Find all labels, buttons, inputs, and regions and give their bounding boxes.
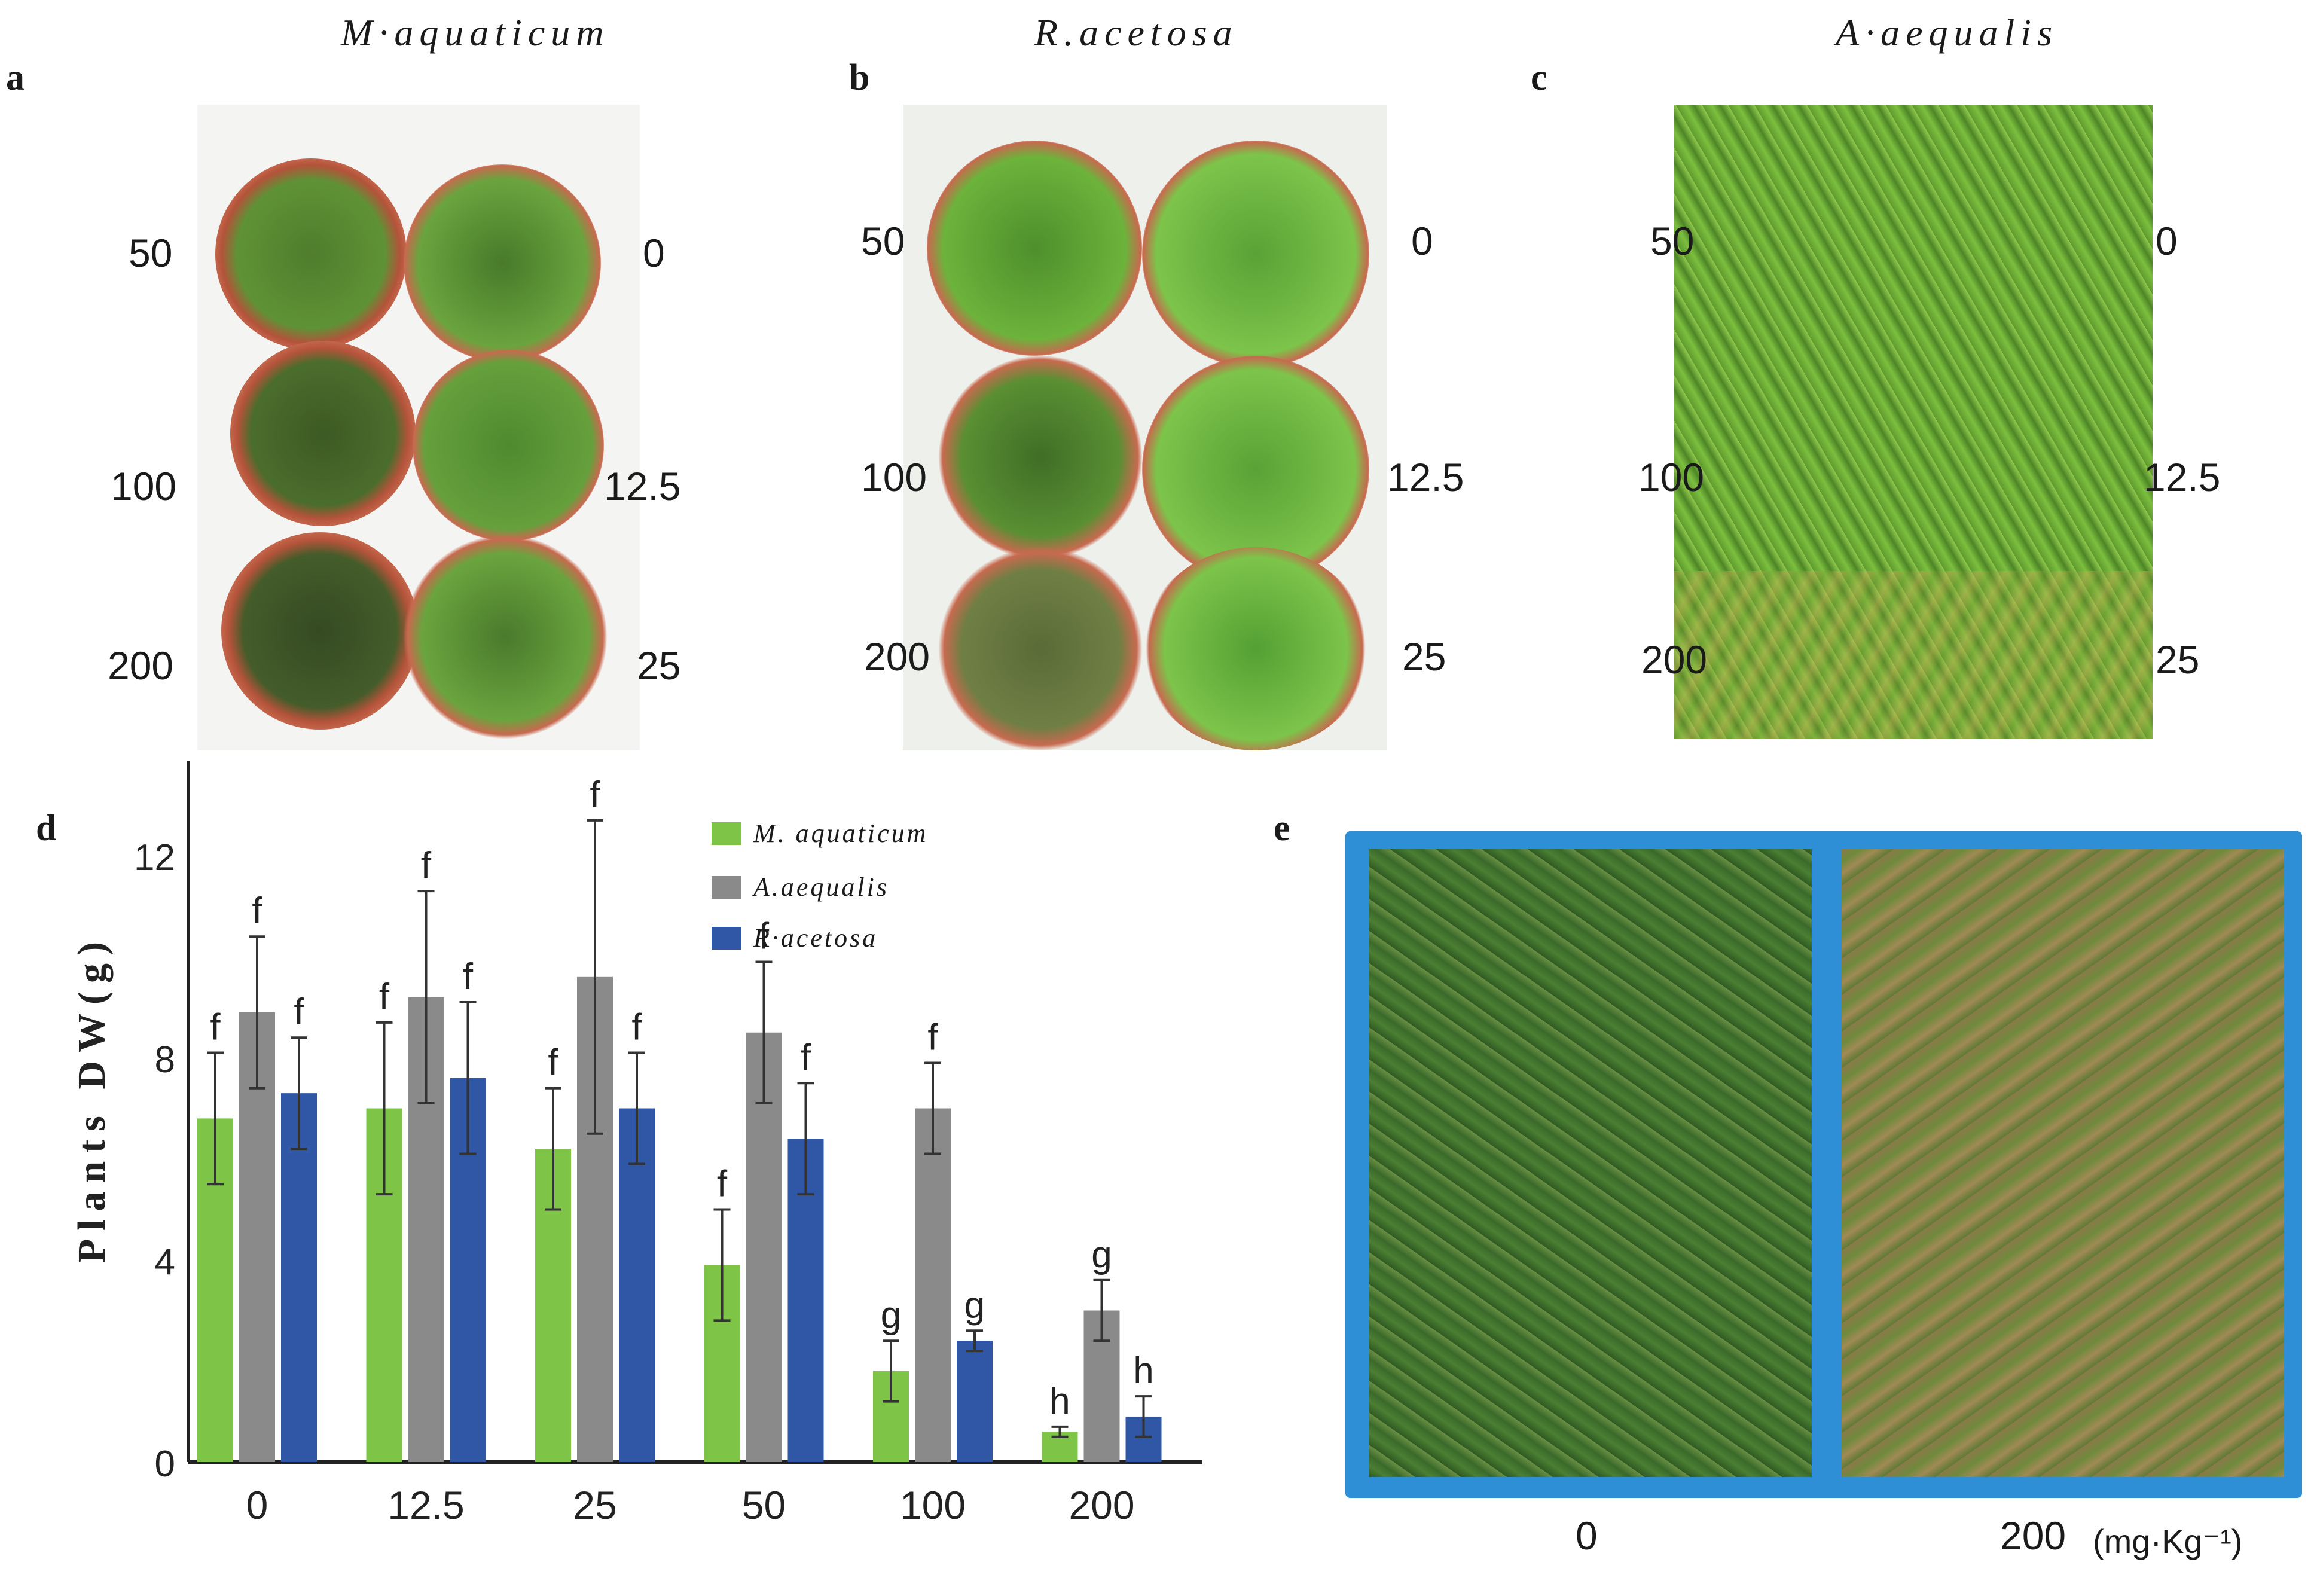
significance-letter: f bbox=[379, 976, 390, 1018]
pot bbox=[1142, 141, 1369, 368]
bar bbox=[915, 1108, 951, 1462]
panel-letter-c: c bbox=[1531, 57, 1547, 98]
conc-label-a-right-3: 25 bbox=[637, 643, 681, 688]
legend-swatch-r-acetosa bbox=[712, 927, 741, 950]
significance-letter: g bbox=[881, 1295, 901, 1336]
significance-letter: f bbox=[463, 956, 474, 997]
significance-letter: h bbox=[1049, 1381, 1070, 1422]
significance-letter: f bbox=[759, 916, 770, 957]
tray-treated-grass bbox=[1842, 849, 2284, 1477]
pot bbox=[1142, 356, 1369, 583]
species-title-b: R.acetosa bbox=[1034, 11, 1238, 54]
conc-label-a-right-1: 0 bbox=[643, 231, 665, 275]
pot bbox=[404, 535, 607, 739]
conc-label-c-right-3: 25 bbox=[2156, 637, 2200, 682]
conc-label-c-right-1: 0 bbox=[2156, 219, 2178, 263]
significance-letter: g bbox=[1091, 1234, 1112, 1275]
legend-swatch-a-aequalis bbox=[712, 876, 741, 899]
significance-letter: h bbox=[1133, 1350, 1153, 1391]
x-tick-label: 12.5 bbox=[387, 1483, 464, 1527]
significance-letter: f bbox=[717, 1164, 728, 1205]
significance-letter: f bbox=[801, 1037, 811, 1078]
significance-letter: f bbox=[927, 1017, 938, 1058]
photo-trays bbox=[1345, 831, 2302, 1498]
photo-m-aquaticum-pots bbox=[197, 105, 640, 750]
pot bbox=[404, 164, 601, 362]
significance-letter: f bbox=[252, 890, 262, 932]
species-title-a: M·aquaticum bbox=[341, 11, 610, 54]
pot bbox=[939, 356, 1142, 559]
conc-label-a-left-1: 50 bbox=[129, 231, 173, 275]
pot bbox=[1142, 547, 1369, 750]
panel-letter-b: b bbox=[849, 57, 870, 98]
x-tick-label: 100 bbox=[900, 1483, 966, 1527]
conc-label-a-right-2: 12.5 bbox=[604, 464, 681, 508]
y-tick-label: 8 bbox=[155, 1039, 175, 1081]
conc-label-b-left-1: 50 bbox=[861, 219, 905, 263]
bar bbox=[619, 1108, 655, 1462]
significance-letter: f bbox=[590, 774, 600, 816]
tray-control-grass bbox=[1369, 849, 1812, 1477]
tray-label-control: 0 bbox=[1576, 1513, 1598, 1558]
conc-label-b-right-1: 0 bbox=[1411, 219, 1433, 263]
conc-label-c-left-1: 50 bbox=[1650, 219, 1695, 263]
photo-r-acetosa-pots bbox=[903, 105, 1387, 750]
legend-swatch-m-aquaticum bbox=[712, 822, 741, 845]
legend-label-m-aquaticum: M. aquaticum bbox=[753, 819, 929, 848]
photo-a-aequalis-pots bbox=[1674, 105, 2153, 739]
x-tick-label: 0 bbox=[246, 1483, 268, 1527]
significance-letter: f bbox=[631, 1007, 642, 1048]
panel-letter-e: e bbox=[1274, 808, 1290, 849]
significance-letter: f bbox=[294, 991, 304, 1033]
pot bbox=[215, 158, 407, 350]
y-tick-label: 4 bbox=[155, 1241, 175, 1283]
x-tick-label: 200 bbox=[1069, 1483, 1134, 1527]
pot bbox=[413, 350, 604, 541]
panel-letter-d: d bbox=[36, 808, 57, 849]
bar bbox=[281, 1093, 317, 1462]
conc-label-c-left-3: 200 bbox=[1641, 637, 1708, 682]
tray-label-treated: 200 bbox=[2000, 1513, 2066, 1558]
significance-letter: f bbox=[548, 1042, 558, 1084]
conc-label-a-left-2: 100 bbox=[111, 464, 177, 508]
y-axis-label: Plants DW(g) bbox=[70, 933, 114, 1263]
legend-label-r-acetosa: R·acetosa bbox=[753, 923, 878, 953]
conc-label-c-right-2: 12.5 bbox=[2144, 455, 2221, 499]
pot bbox=[927, 141, 1142, 356]
x-tick-label: 25 bbox=[573, 1483, 616, 1527]
y-tick-label: 0 bbox=[155, 1444, 175, 1485]
yellowing-grass bbox=[1674, 571, 2153, 739]
significance-letter: f bbox=[421, 845, 432, 886]
conc-label-b-left-2: 100 bbox=[861, 455, 927, 499]
conc-label-b-right-2: 12.5 bbox=[1387, 455, 1464, 499]
conc-label-c-left-2: 100 bbox=[1638, 455, 1705, 499]
pot bbox=[939, 547, 1142, 750]
pot bbox=[230, 341, 416, 526]
panel-letter-a: a bbox=[6, 57, 25, 98]
y-tick-label: 12 bbox=[134, 837, 175, 878]
pot bbox=[221, 532, 419, 730]
conc-label-b-left-3: 200 bbox=[864, 634, 930, 679]
legend-label-a-aequalis: A.aequalis bbox=[753, 872, 889, 902]
significance-letter: f bbox=[210, 1007, 221, 1048]
significance-letter: g bbox=[964, 1284, 985, 1326]
conc-label-b-right-3: 25 bbox=[1402, 634, 1446, 679]
bar bbox=[957, 1341, 993, 1462]
tray-unit-label: (mg·Kg⁻¹) bbox=[2093, 1522, 2243, 1560]
species-title-c: A·aequalis bbox=[1836, 11, 2058, 54]
conc-label-a-left-3: 200 bbox=[108, 643, 174, 688]
x-tick-label: 50 bbox=[742, 1483, 786, 1527]
